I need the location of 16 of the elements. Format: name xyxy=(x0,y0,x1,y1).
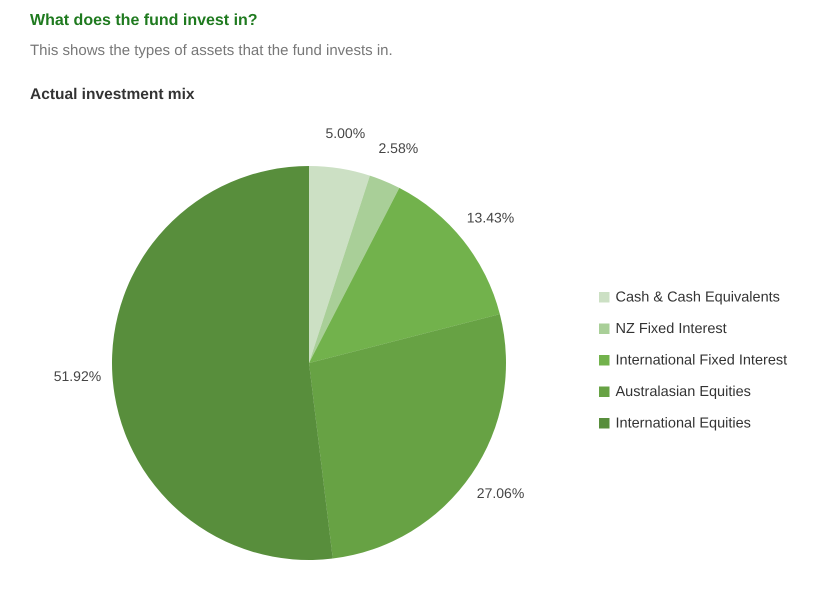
pie-slice xyxy=(112,166,333,560)
data-label: 27.06% xyxy=(476,484,524,501)
pie-slice xyxy=(309,176,400,363)
legend-label: NZ Fixed Interest xyxy=(616,320,727,337)
chart-subtitle: This shows the types of assets that the fund invests in. xyxy=(30,42,393,59)
legend-label: Cash & Cash Equivalents xyxy=(616,289,780,306)
data-label: 5.00% xyxy=(325,124,366,141)
legend-label: International Equities xyxy=(616,415,751,432)
legend-label: International Fixed Interest xyxy=(616,352,788,368)
data-label: 51.92% xyxy=(54,368,102,384)
chart-title: What does the fund invest in? xyxy=(30,12,258,30)
text: Actual investment mix xyxy=(30,86,195,104)
data-label: 2.58% xyxy=(378,140,418,156)
pie-slice xyxy=(309,166,370,363)
data-label: 13.43% xyxy=(466,209,514,226)
legend-label: Australasian Equities xyxy=(616,384,751,400)
